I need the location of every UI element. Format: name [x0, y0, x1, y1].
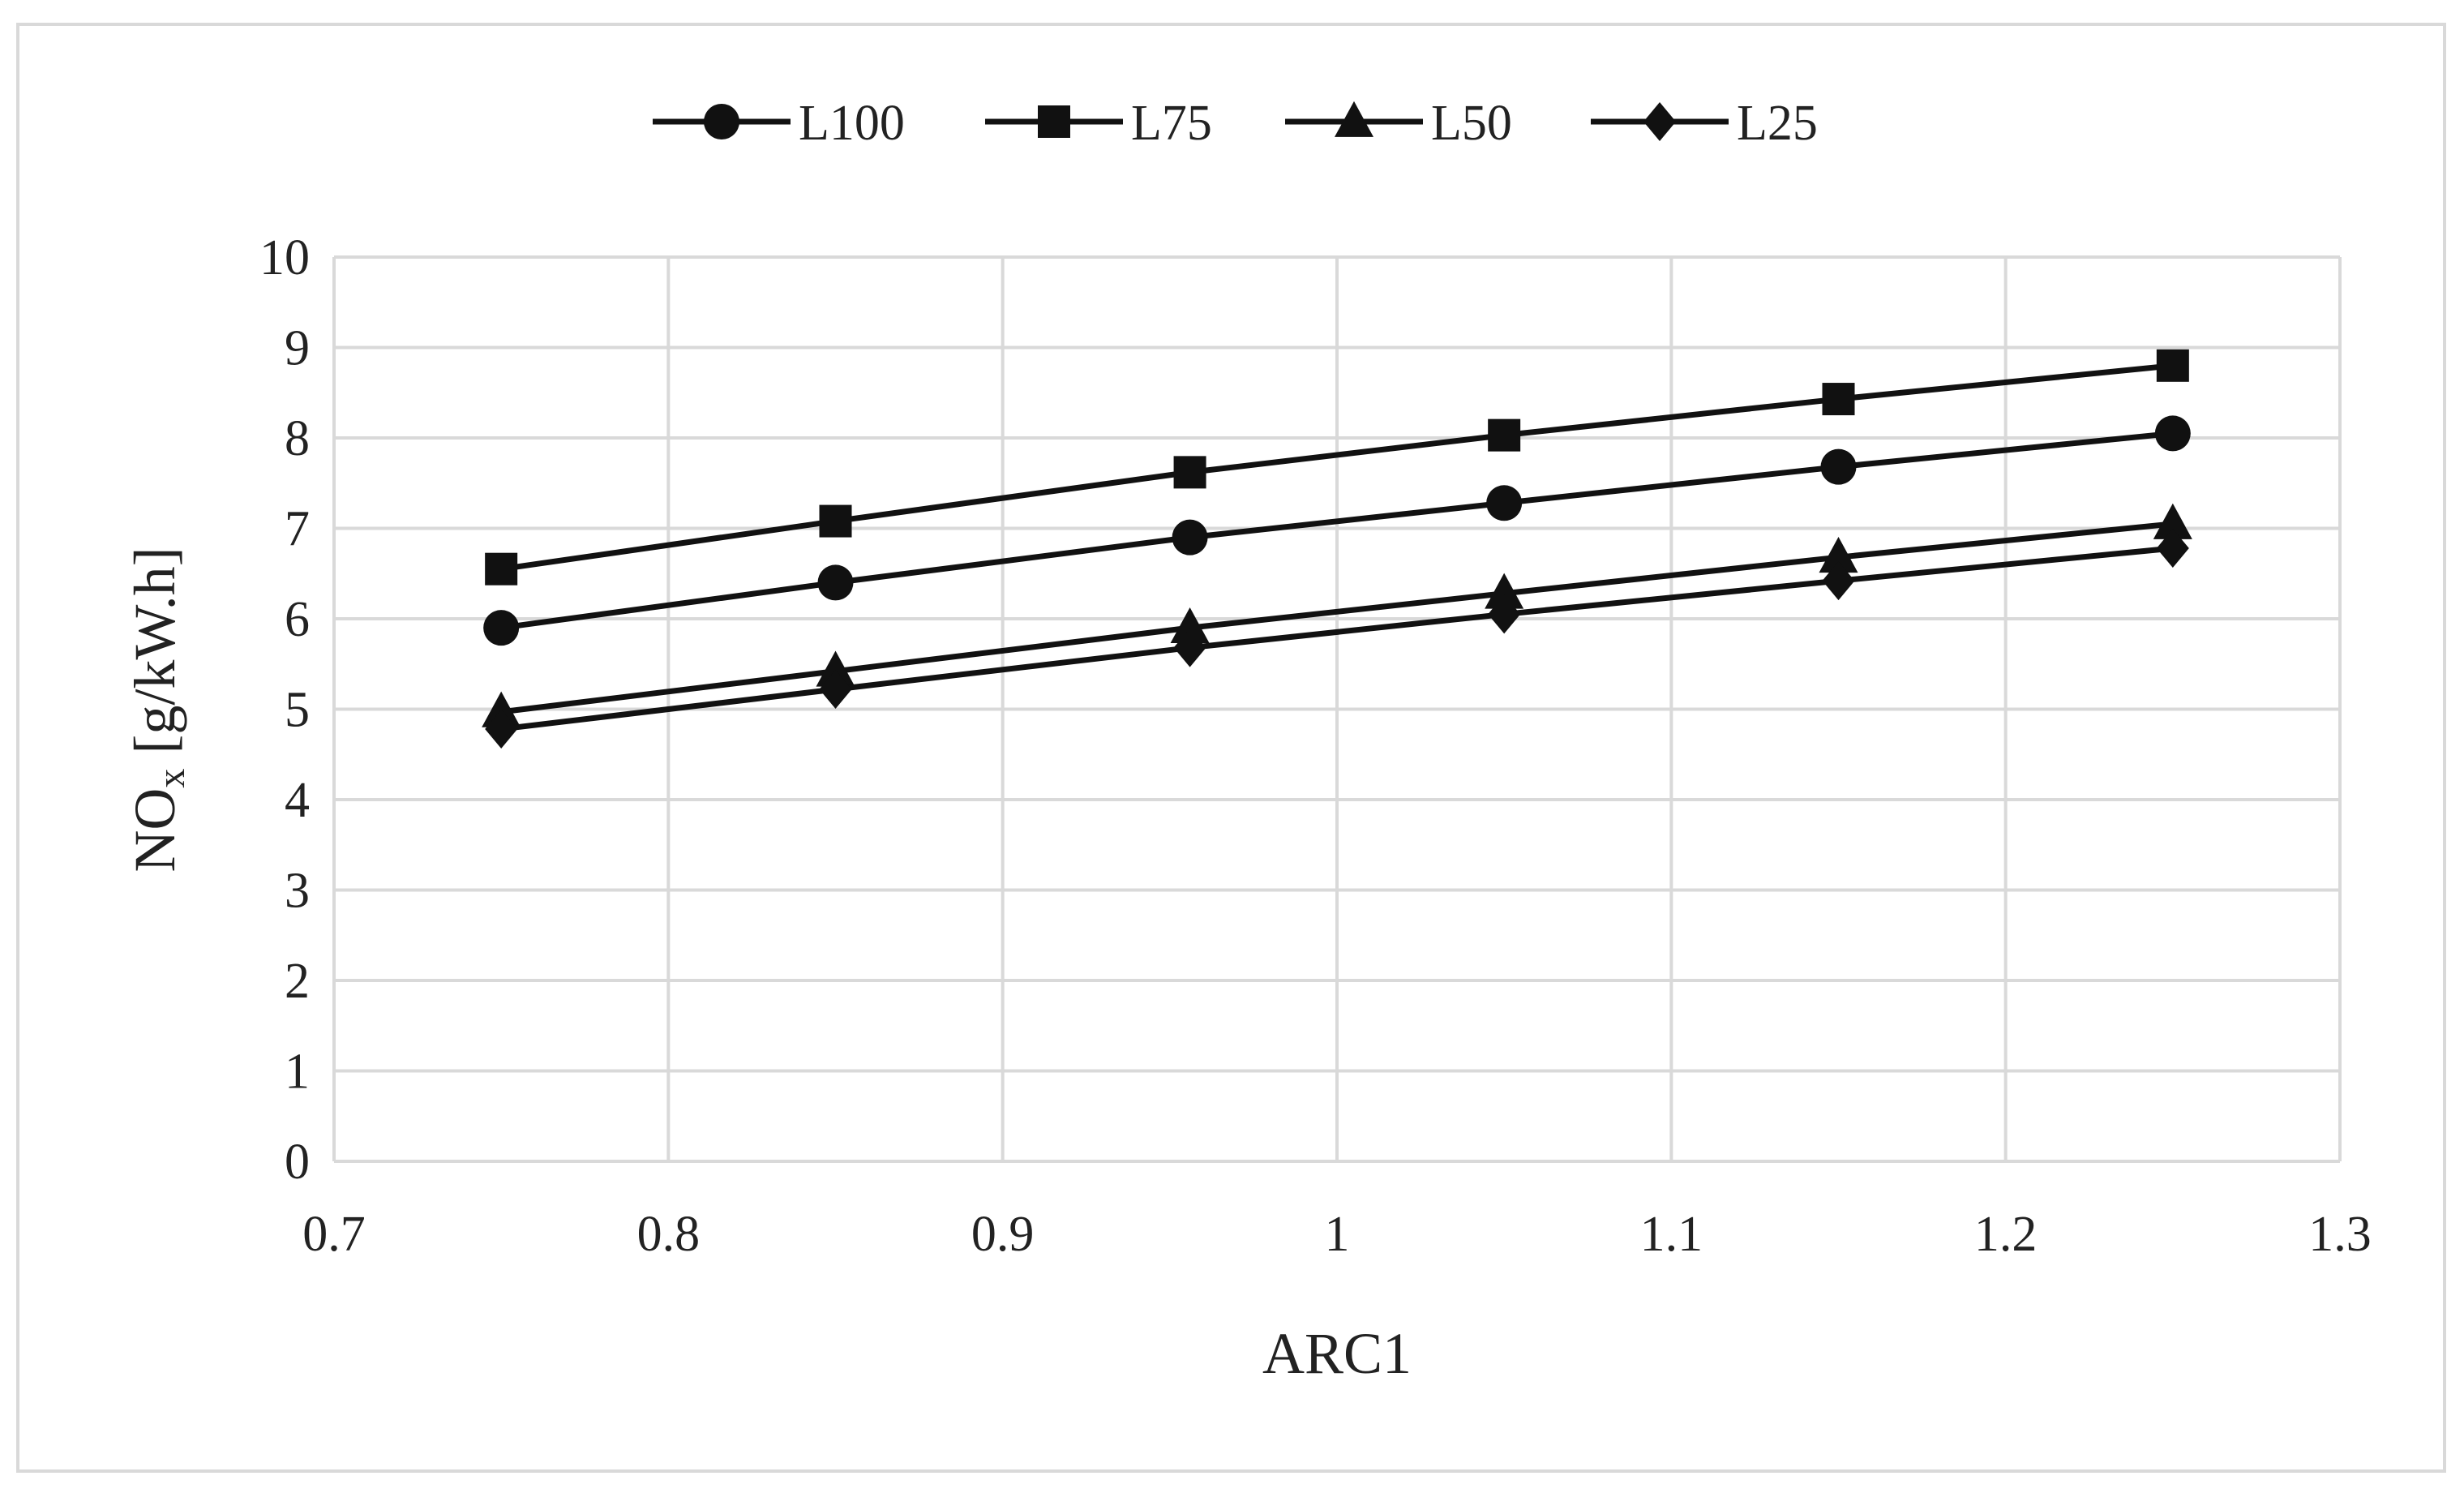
- circle-marker: [704, 104, 739, 139]
- y-tick-label: 0: [285, 1135, 310, 1190]
- triangle-marker: [1485, 573, 1524, 609]
- legend-item-l50: L50: [1285, 96, 1512, 151]
- triangle-marker: [1819, 536, 1858, 573]
- series: [482, 349, 2192, 749]
- series-line-l75: [500, 363, 2174, 573]
- y-tick-label: 1: [285, 1045, 310, 1100]
- series-line-l25: [500, 545, 2174, 732]
- y-axis-title-sub: x: [150, 769, 193, 788]
- x-tick-label: 0.8: [637, 1207, 701, 1262]
- diamond-marker: [2156, 529, 2189, 568]
- x-axis-title: ARC1: [1262, 1321, 1412, 1386]
- circle-marker: [483, 610, 520, 646]
- square-marker: [1173, 456, 1206, 489]
- y-tick-label: 10: [259, 230, 310, 285]
- diamond-marker: [1643, 102, 1676, 141]
- y-tick-label: 9: [285, 321, 310, 376]
- square-marker: [819, 504, 852, 538]
- triangle-marker: [816, 650, 855, 687]
- y-axis-title-rest: [g/kW.h]: [122, 547, 187, 768]
- series-line-l50: [500, 521, 2174, 715]
- square-marker: [2156, 349, 2189, 382]
- square-marker: [1038, 105, 1070, 138]
- triangle-marker: [1335, 101, 1373, 137]
- chart-frame: [16, 23, 2446, 1473]
- y-tick-label: 8: [285, 411, 310, 466]
- legend-label: L50: [1431, 96, 1512, 151]
- y-axis-title-main: NO: [122, 788, 187, 873]
- series-l100: [483, 415, 2191, 646]
- legend-item-l25: L25: [1591, 96, 1818, 151]
- square-marker: [1822, 383, 1855, 416]
- legend-label: L100: [799, 96, 905, 151]
- legend-label: L25: [1737, 96, 1818, 151]
- axes: 0 1 2 3 4 5 6 7 8 9 10 0.7 0.8 0.9 1 1.1 1.2 1.3: [259, 230, 2372, 1262]
- legend-item-l75: L75: [985, 96, 1212, 151]
- legend-label: L75: [1131, 96, 1212, 151]
- circle-marker: [1820, 448, 1857, 485]
- y-tick-label: 4: [285, 773, 310, 828]
- triangle-marker: [1170, 607, 1210, 644]
- series-l25: [485, 529, 2189, 749]
- triangle-marker: [2153, 503, 2192, 539]
- y-axis-title: NOx [g/kW.h]: [122, 547, 193, 872]
- x-tick-label: 0.9: [971, 1207, 1035, 1262]
- x-tick-label: 1.3: [2308, 1207, 2372, 1262]
- legend: L100 L75 L50 L25: [653, 96, 1818, 151]
- y-tick-label: 6: [285, 592, 310, 647]
- circle-marker: [2154, 415, 2191, 452]
- diamond-marker: [1822, 561, 1855, 601]
- y-tick-label: 7: [285, 502, 310, 557]
- circle-marker: [1486, 485, 1523, 521]
- gridlines: [332, 255, 2342, 1163]
- x-tick-label: 0.7: [302, 1207, 366, 1262]
- triangle-marker: [482, 691, 521, 727]
- circle-marker: [1172, 519, 1208, 556]
- diamond-marker: [485, 710, 518, 749]
- y-tick-label: 2: [285, 954, 310, 1009]
- square-marker: [1488, 418, 1521, 452]
- diamond-marker: [1488, 594, 1521, 634]
- x-tick-label: 1.2: [1974, 1207, 2038, 1262]
- diamond-marker: [819, 669, 852, 709]
- legend-item-l100: L100: [653, 96, 905, 151]
- diamond-marker: [1173, 628, 1206, 667]
- series-l75: [485, 349, 2189, 586]
- y-tick-label: 5: [285, 683, 310, 738]
- series-l50: [482, 503, 2192, 727]
- x-tick-label: 1.1: [1640, 1207, 1703, 1262]
- x-tick-label: 1: [1325, 1207, 1350, 1262]
- y-tick-label: 3: [285, 864, 310, 919]
- series-line-l100: [500, 430, 2174, 631]
- circle-marker: [817, 564, 854, 601]
- square-marker: [485, 552, 518, 586]
